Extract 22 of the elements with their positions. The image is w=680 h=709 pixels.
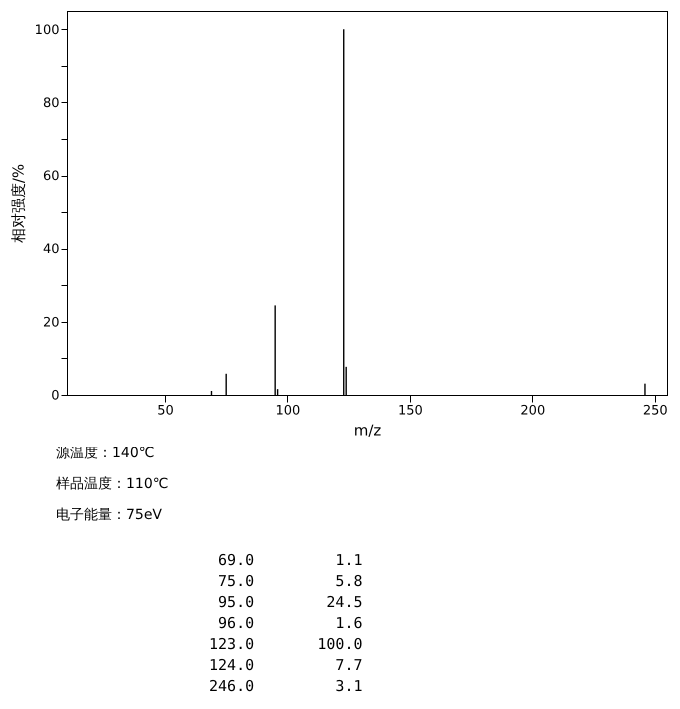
text: 样品温度：110℃ — [56, 475, 170, 494]
y-tick-label: 100 — [34, 22, 60, 38]
text: 124.0 7.7 — [209, 655, 364, 676]
text: 123.0 100.0 — [209, 634, 364, 655]
y-tick-label: 20 — [42, 315, 60, 330]
y-tick-label: 60 — [42, 169, 60, 184]
text: 246.0 3.1 — [209, 676, 364, 697]
text: 96.0 1.6 — [217, 613, 364, 634]
text: 电子能量：75eV — [56, 506, 164, 525]
x-tick-label: 200 — [520, 404, 546, 418]
y-axis-title: 相对强度/% — [10, 164, 28, 244]
y-tick-label: 40 — [42, 242, 60, 258]
x-tick-label: 150 — [398, 404, 423, 418]
x-tick-label: 50 — [157, 404, 174, 418]
text: 75.0 5.8 — [217, 571, 364, 592]
text: 95.0 24.5 — [217, 592, 364, 613]
x-tick-label: 250 — [642, 404, 668, 418]
y-tick-label: 80 — [42, 96, 60, 111]
x-tick-label: 100 — [275, 404, 300, 418]
y-tick-label: 0 — [51, 388, 60, 404]
text: 69.0 1.1 — [217, 550, 364, 571]
x-axis-title: m/z — [354, 422, 382, 440]
